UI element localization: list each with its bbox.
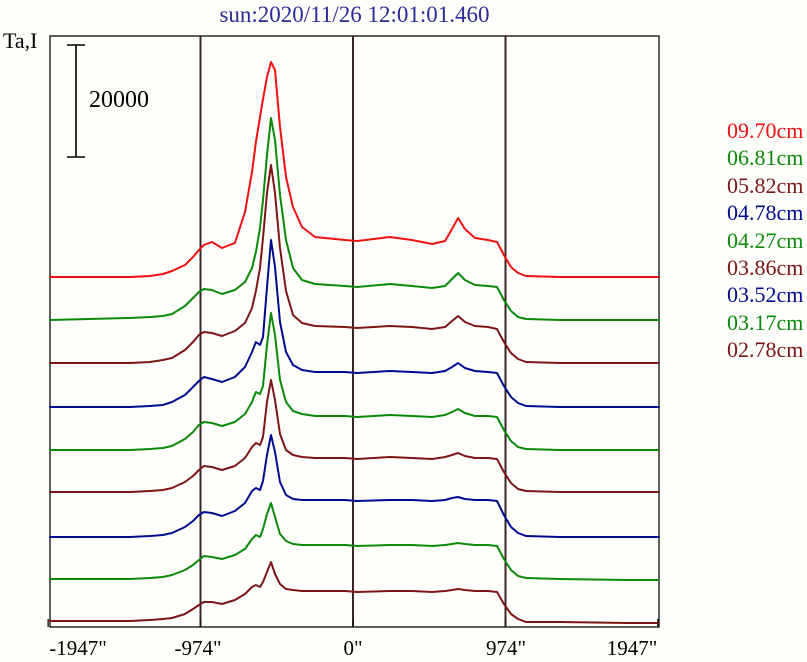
scan-curve-04.27cm bbox=[49, 312, 660, 451]
scan-curve-02.78cm bbox=[49, 561, 660, 624]
plot-frame bbox=[49, 35, 660, 628]
x-tick-label: 1947" bbox=[606, 636, 658, 660]
x-tick-label: -974" bbox=[174, 636, 222, 660]
wavelength-legend: 09.70cm 06.81cm 05.82cm 04.78cm 04.27cm 03.86… bbox=[727, 117, 803, 364]
x-tick-label: 0" bbox=[343, 636, 363, 660]
x-tick-label: 974" bbox=[485, 636, 527, 660]
legend-item-09.70cm: 09.70cm bbox=[727, 118, 804, 143]
scan-curve-03.17cm bbox=[49, 502, 660, 581]
legend-item-02.78cm: 02.78cm bbox=[727, 337, 804, 363]
plot-title: sun:2020/11/26 12:01:01.460 bbox=[219, 2, 490, 27]
x-tick-label: -1947" bbox=[49, 636, 107, 660]
legend-item-03.52cm: 03.52cm bbox=[727, 282, 804, 308]
scan-curve-09.70cm bbox=[49, 61, 660, 278]
y-axis-label: Ta,I bbox=[3, 28, 38, 53]
legend-item-04.78cm: 04.78cm bbox=[727, 200, 804, 226]
scan-curve-04.78cm bbox=[49, 239, 660, 408]
scan-curve-03.86cm bbox=[49, 379, 660, 493]
scale-bar-value: 20000 bbox=[89, 87, 149, 113]
legend-item-06.81cm: 06.81cm bbox=[727, 145, 804, 171]
legend-item-04.27cm: 04.27cm bbox=[727, 227, 804, 253]
legend-item-05.82cm: 05.82cm bbox=[727, 172, 804, 198]
legend-item-03.17cm: 03.17cm bbox=[727, 309, 804, 335]
scan-curve-03.52cm bbox=[49, 434, 660, 538]
scan-curve-06.81cm bbox=[49, 117, 660, 321]
scan-curve-05.82cm bbox=[49, 164, 660, 364]
legend-item-03.86cm: 03.86cm bbox=[727, 255, 804, 281]
